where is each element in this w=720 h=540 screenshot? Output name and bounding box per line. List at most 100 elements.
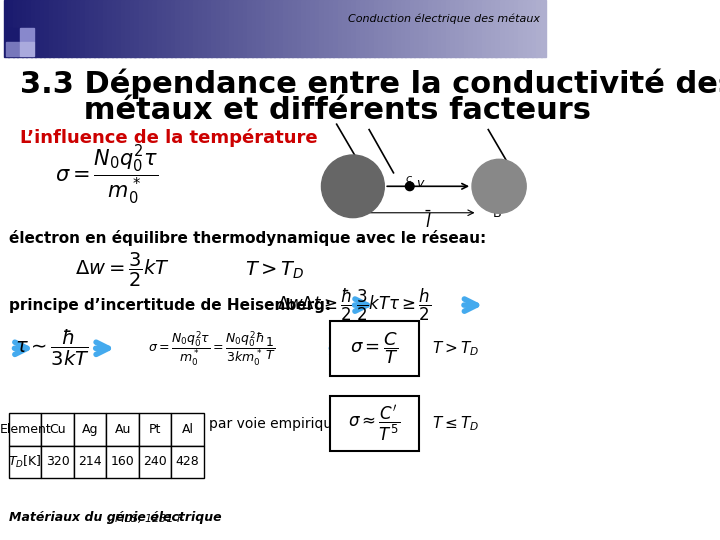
Bar xyxy=(505,0,510,57)
Bar xyxy=(243,0,248,57)
Bar xyxy=(49,0,54,57)
Bar xyxy=(189,0,194,57)
Bar xyxy=(211,0,217,57)
Bar xyxy=(74,446,107,478)
Bar xyxy=(346,0,352,57)
Bar xyxy=(310,0,316,57)
Bar xyxy=(8,0,14,57)
Bar xyxy=(157,0,163,57)
Bar xyxy=(207,0,212,57)
Bar xyxy=(85,0,91,57)
Bar xyxy=(121,0,127,57)
Bar xyxy=(202,0,208,57)
Bar xyxy=(184,0,189,57)
Bar xyxy=(491,0,497,57)
Bar xyxy=(193,0,199,57)
Bar xyxy=(125,0,131,57)
Bar xyxy=(35,0,41,57)
Text: Element: Element xyxy=(0,423,51,436)
Bar xyxy=(26,0,32,57)
Text: B: B xyxy=(493,207,502,220)
Bar xyxy=(179,0,185,57)
Bar xyxy=(256,0,262,57)
Bar xyxy=(509,0,515,57)
Bar xyxy=(20,28,35,42)
Bar xyxy=(459,0,465,57)
Bar xyxy=(107,413,139,446)
Bar xyxy=(143,0,149,57)
Bar xyxy=(396,0,402,57)
Text: 320: 320 xyxy=(46,455,70,468)
Bar xyxy=(469,0,474,57)
Bar xyxy=(99,0,104,57)
Bar xyxy=(518,0,523,57)
Bar xyxy=(234,0,239,57)
Bar xyxy=(328,0,334,57)
Bar xyxy=(487,0,492,57)
Bar xyxy=(80,0,86,57)
Bar xyxy=(94,0,99,57)
Bar xyxy=(71,0,77,57)
Bar xyxy=(175,0,181,57)
Text: $\Delta w = \dfrac{3}{2}kT$: $\Delta w = \dfrac{3}{2}kT$ xyxy=(76,251,170,289)
Bar xyxy=(53,0,59,57)
Text: Al: Al xyxy=(181,423,194,436)
Text: $v$: $v$ xyxy=(415,177,426,190)
Bar xyxy=(252,0,257,57)
Bar xyxy=(441,0,447,57)
Bar xyxy=(410,0,415,57)
Bar xyxy=(197,0,203,57)
Bar xyxy=(22,0,27,57)
Text: A: A xyxy=(346,207,354,220)
Bar xyxy=(292,0,298,57)
Text: L’influence de la température: L’influence de la température xyxy=(20,129,318,147)
Text: $T \leq T_D$: $T \leq T_D$ xyxy=(432,415,480,433)
Bar xyxy=(541,0,546,57)
Bar xyxy=(161,0,167,57)
Bar xyxy=(247,0,253,57)
Bar xyxy=(9,413,42,446)
Text: 160: 160 xyxy=(111,455,135,468)
Text: 3.3 Dépendance entre la conductivité des: 3.3 Dépendance entre la conductivité des xyxy=(20,69,720,99)
Bar xyxy=(477,0,483,57)
Bar xyxy=(148,0,153,57)
Bar xyxy=(225,0,230,57)
Text: $\Delta w \Delta t \geq \dfrac{\hbar}{2}$: $\Delta w \Delta t \geq \dfrac{\hbar}{2}… xyxy=(276,287,354,323)
Circle shape xyxy=(321,155,384,218)
Bar xyxy=(153,0,158,57)
Bar xyxy=(369,0,374,57)
Bar xyxy=(216,0,221,57)
Text: $\dfrac{3}{2}kT\tau \geq \dfrac{h}{2}$: $\dfrac{3}{2}kT\tau \geq \dfrac{h}{2}$ xyxy=(356,287,431,323)
Bar xyxy=(107,0,113,57)
Bar xyxy=(76,0,81,57)
Bar xyxy=(112,0,117,57)
Bar xyxy=(9,446,42,478)
Bar xyxy=(103,0,109,57)
Bar xyxy=(58,0,63,57)
Text: Pt: Pt xyxy=(149,423,161,436)
Bar xyxy=(527,0,533,57)
Bar xyxy=(500,0,505,57)
Bar xyxy=(356,0,361,57)
Circle shape xyxy=(472,159,526,213)
Bar xyxy=(67,0,72,57)
Bar xyxy=(42,446,74,478)
Bar xyxy=(265,0,271,57)
Text: 240: 240 xyxy=(143,455,167,468)
Bar xyxy=(31,0,36,57)
Bar xyxy=(261,0,266,57)
Bar xyxy=(274,0,280,57)
Bar xyxy=(130,0,135,57)
Bar xyxy=(464,0,469,57)
Text: Au: Au xyxy=(114,423,131,436)
Text: métaux et différents facteurs: métaux et différents facteurs xyxy=(20,96,591,125)
Bar xyxy=(382,0,388,57)
Bar xyxy=(455,0,461,57)
Text: $T > T_D$: $T > T_D$ xyxy=(432,339,480,357)
Bar xyxy=(297,0,302,57)
Bar xyxy=(495,0,501,57)
Bar xyxy=(139,446,171,478)
Bar xyxy=(338,0,343,57)
Bar xyxy=(117,0,122,57)
Bar xyxy=(279,0,284,57)
